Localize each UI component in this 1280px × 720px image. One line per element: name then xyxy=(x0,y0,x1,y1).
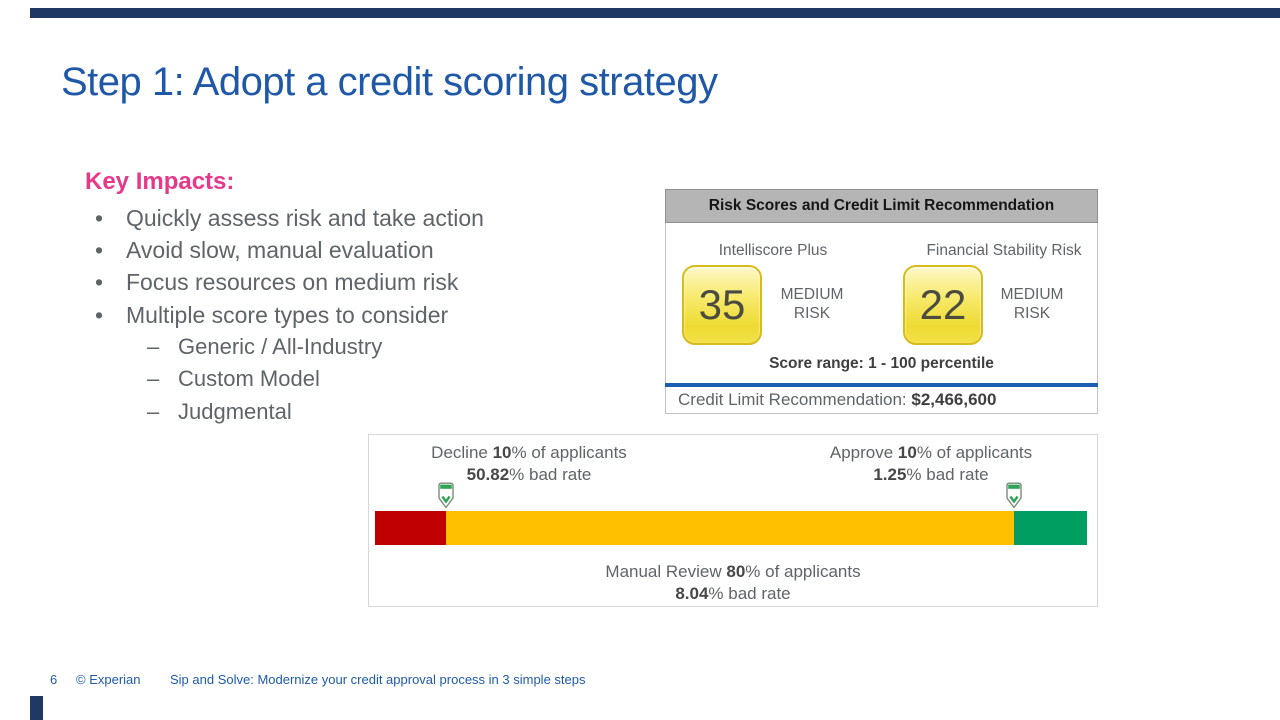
approve-segment xyxy=(1014,511,1087,545)
manual-bad-rate: 8.04 xyxy=(675,584,709,603)
risk-panel-header: Risk Scores and Credit Limit Recommendat… xyxy=(665,189,1098,223)
financial-stability-score-box: 22 xyxy=(903,265,983,345)
decline-segment xyxy=(375,511,446,545)
approve-bad-rate: 1.25 xyxy=(873,464,907,484)
list-item: – Judgmental xyxy=(147,396,665,428)
manual-review-segment xyxy=(446,511,1014,545)
list-item: – Custom Model xyxy=(147,363,665,395)
decline-pct-suffix: % of applicants xyxy=(511,443,627,462)
approve-cutoff-slider-handle-icon xyxy=(1006,482,1022,509)
manual-pct-suffix: % of applicants xyxy=(745,562,861,581)
decline-bad-suffix: % bad rate xyxy=(509,464,592,484)
dash-icon: – xyxy=(147,366,160,392)
bullet-text: Quickly assess risk and take action xyxy=(126,205,484,231)
bullet-text: Focus resources on medium risk xyxy=(126,269,459,296)
score-range-note: Score range: 1 - 100 percentile xyxy=(769,355,994,372)
key-impacts-sublist: – Generic / All-Industry – Custom Model … xyxy=(85,331,665,428)
score-strategy-chart: Decline 10% of applicants 50.82% bad rate… xyxy=(368,434,1098,607)
copyright-text: © Experian xyxy=(76,672,141,687)
bullet-text: Avoid slow, manual evaluation xyxy=(126,237,434,264)
sub-bullet-text: Judgmental xyxy=(178,398,292,424)
bullet-icon: • xyxy=(95,237,104,264)
approve-bad-suffix: % bad rate xyxy=(906,464,989,484)
manual-pct: 80 xyxy=(726,562,746,581)
sub-bullet-text: Generic / All-Industry xyxy=(178,333,383,359)
approve-action: Approve xyxy=(829,443,898,462)
score-label-financial-stability: Financial Stability Risk xyxy=(926,242,1082,259)
intelliscore-score-box: 35 xyxy=(682,265,762,345)
list-item: • Quickly assess risk and take action xyxy=(85,202,665,234)
credit-limit-label: Credit Limit Recommendation: xyxy=(678,390,912,409)
top-accent-bar xyxy=(30,8,1280,18)
bullet-icon: • xyxy=(95,269,104,296)
bullet-text: Multiple score types to consider xyxy=(126,301,449,328)
approve-pct: 10 xyxy=(897,443,917,462)
approve-pct-suffix: % of applicants xyxy=(916,443,1033,462)
approve-label: Approve 10% of applicants 1.25% bad rate xyxy=(811,442,1051,485)
dash-icon: – xyxy=(147,398,160,424)
manual-review-label: Manual Review 80% of applicants 8.04% bad… xyxy=(369,561,1097,605)
list-item: • Avoid slow, manual evaluation xyxy=(85,234,665,266)
intelliscore-risk-level: MEDIUM RISK xyxy=(780,286,844,322)
page-number: 6 xyxy=(50,672,58,687)
decline-bad-rate: 50.82 xyxy=(466,464,510,484)
bottom-left-accent-bar xyxy=(30,696,43,720)
sub-bullet-text: Custom Model xyxy=(178,366,320,392)
key-impacts-list: • Quickly assess risk and take action • … xyxy=(85,202,665,331)
financial-stability-risk-level: MEDIUM RISK xyxy=(1000,286,1064,322)
list-item: – Generic / All-Industry xyxy=(147,331,665,363)
key-impacts-section: Key Impacts: • Quickly assess risk and t… xyxy=(85,168,665,428)
risk-panel-body: Intelliscore Plus Financial Stability Ri… xyxy=(665,223,1098,383)
decline-action: Decline xyxy=(431,443,493,462)
credit-limit-row: Credit Limit Recommendation: $2,466,600 xyxy=(665,387,1098,414)
risk-distribution-bar xyxy=(375,511,1087,545)
score-label-intelliscore: Intelliscore Plus xyxy=(718,242,828,259)
decline-cutoff-slider-handle-icon xyxy=(438,482,454,509)
decline-label: Decline 10% of applicants 50.82% bad rate xyxy=(409,442,649,485)
deck-title-footer: Sip and Solve: Modernize your credit app… xyxy=(170,672,586,687)
manual-bad-suffix: % bad rate xyxy=(708,584,791,603)
bullet-icon: • xyxy=(95,301,104,328)
risk-scores-panel: Risk Scores and Credit Limit Recommendat… xyxy=(665,189,1098,414)
panel-divider-line xyxy=(665,383,1098,387)
key-impacts-heading: Key Impacts: xyxy=(85,168,235,195)
list-item: • Multiple score types to consider xyxy=(85,299,665,331)
manual-action: Manual Review xyxy=(605,562,727,581)
bullet-icon: • xyxy=(95,205,104,231)
credit-limit-value: $2,466,600 xyxy=(911,390,997,409)
decline-pct: 10 xyxy=(492,443,512,462)
dash-icon: – xyxy=(147,333,160,359)
list-item: • Focus resources on medium risk xyxy=(85,266,665,298)
page-title: Step 1: Adopt a credit scoring strategy xyxy=(61,60,718,104)
